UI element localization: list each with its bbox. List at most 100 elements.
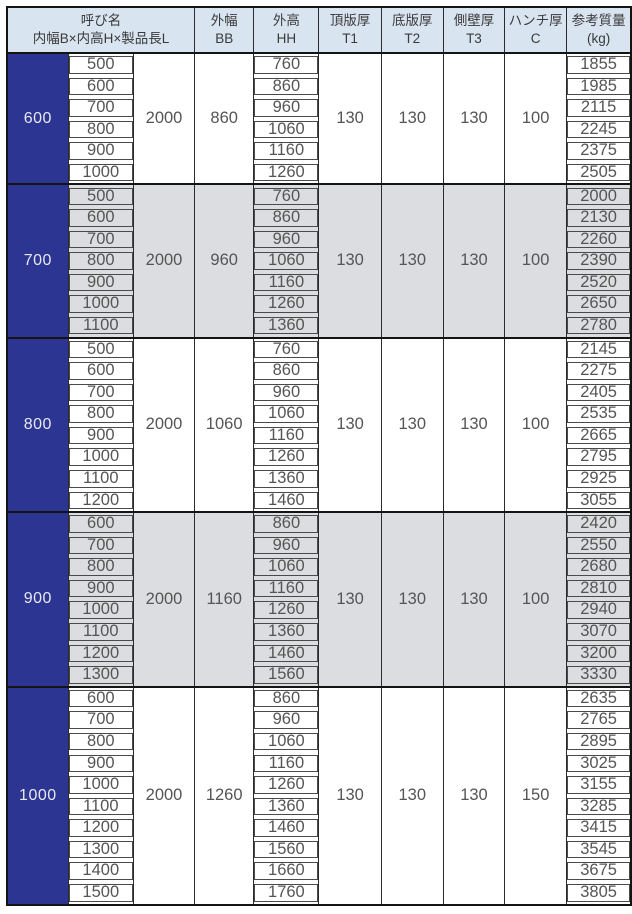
inner-height-h-cell: 900	[67, 271, 134, 294]
inner-height-h-cell: 1000	[67, 446, 134, 468]
outer-height-hh-cell-box: 760	[254, 341, 318, 359]
outer-height-hh-cell: 1260	[253, 599, 320, 622]
inner-height-h-cell: 700	[67, 228, 134, 251]
outer-height-hh-cell: 1060	[253, 118, 320, 141]
reference-mass-cell-box: 2245	[567, 121, 630, 139]
header-outer-height-symbol: HH	[276, 31, 297, 46]
inner-height-h-cell-box: 1100	[69, 317, 133, 335]
inner-height-h-cell: 900	[67, 424, 134, 447]
table-row: 1000 1260 2795	[7, 446, 632, 468]
inner-height-h-cell: 1400	[67, 860, 134, 882]
haunch-thickness-c-cell: 100	[504, 336, 568, 513]
outer-height-hh-cell-box: 1360	[254, 317, 318, 335]
outer-width-bb-cell: 1060	[194, 336, 255, 513]
reference-mass-cell: 2145	[566, 336, 632, 361]
reference-mass-cell-box: 2665	[567, 427, 630, 445]
reference-mass-cell-box: 2375	[567, 142, 630, 160]
outer-height-hh-cell: 860	[253, 360, 320, 382]
table-row: 900 1160 2810	[7, 577, 632, 600]
reference-mass-cell: 2275	[566, 360, 632, 382]
inner-height-h-cell: 1500	[67, 881, 134, 905]
reference-mass-cell: 2635	[566, 685, 632, 710]
inner-height-h-cell-box: 700	[69, 99, 133, 117]
header-side-wall-t3: 側壁厚 T3	[442, 6, 506, 54]
outer-height-hh-cell: 1260	[253, 161, 320, 185]
product-length-l-cell: 2000	[132, 51, 196, 185]
table-row: 700 960 2405	[7, 381, 632, 404]
reference-mass-cell: 3070	[566, 621, 632, 643]
outer-height-hh-cell-box: 1060	[254, 121, 318, 139]
outer-height-hh-cell: 860	[253, 685, 320, 710]
inner-height-h-cell-box: 1200	[69, 492, 133, 510]
inner-width-b-cell: 700	[6, 183, 69, 338]
table-row: 800 1060 2535	[7, 403, 632, 425]
inner-height-h-cell: 800	[67, 118, 134, 141]
reference-mass-cell-box: 2275	[567, 362, 630, 380]
inner-height-h-cell: 700	[67, 709, 134, 731]
reference-mass-cell: 1855	[566, 52, 632, 76]
reference-mass-cell-box: 3805	[567, 884, 630, 902]
outer-height-hh-cell-box: 1560	[254, 666, 318, 684]
reference-mass-cell-box: 2130	[567, 209, 630, 227]
inner-height-h-cell-box: 700	[69, 711, 133, 729]
outer-height-hh-cell-box: 1260	[254, 601, 318, 619]
header-row: 呼び名 内幅B×内高H×製品長L 外幅 BB 外高 HH 頂版厚 T1 底版厚	[6, 6, 632, 54]
inner-height-h-cell: 1000	[67, 599, 134, 622]
inner-height-h-cell: 600	[67, 685, 134, 710]
reference-mass-cell: 3200	[566, 642, 632, 665]
outer-height-hh-cell: 960	[253, 709, 320, 731]
outer-height-hh-cell-box: 1260	[254, 295, 318, 313]
outer-height-hh-cell-box: 1260	[254, 776, 318, 794]
inner-height-h-cell-box: 1400	[69, 862, 133, 880]
bottom-slab-thickness-t2-cell: 130	[380, 511, 444, 687]
header-reference-mass: 参考質量 (kg)	[566, 6, 632, 54]
table-row: 1000 1260 2940	[7, 599, 632, 622]
inner-height-h-cell-box: 600	[69, 515, 133, 533]
reference-mass-cell-box: 2795	[567, 448, 630, 466]
inner-height-h-cell-box: 500	[69, 187, 133, 205]
reference-mass-cell: 2650	[566, 293, 632, 315]
inner-height-h-cell-box: 600	[69, 78, 133, 96]
table-row: 900 600 2000 1160 860 130 130 130 100 2420	[6, 511, 632, 687]
outer-height-hh-cell-box: 760	[254, 56, 318, 74]
table-row: 700 960 2260	[7, 228, 632, 251]
inner-height-h-cell-box: 900	[69, 142, 133, 160]
spec-table: 呼び名 内幅B×内高H×製品長L 外幅 BB 外高 HH 頂版厚 T1 底版厚	[6, 6, 632, 906]
inner-height-h-cell: 800	[67, 403, 134, 425]
inner-height-h-cell: 600	[67, 360, 134, 382]
reference-mass-cell: 2665	[566, 424, 632, 447]
inner-height-h-cell-box: 700	[69, 231, 133, 249]
reference-mass-cell-box: 2520	[567, 274, 630, 292]
outer-width-bb-cell: 1260	[194, 685, 255, 905]
outer-height-hh-cell-box: 1160	[254, 142, 318, 160]
inner-width-b-cell: 800	[6, 336, 69, 513]
inner-height-h-cell-box: 1000	[69, 776, 133, 794]
product-length-l-cell: 2000	[132, 685, 196, 905]
top-slab-thickness-t1-cell: 130	[318, 51, 382, 185]
inner-height-h-cell-box: 500	[69, 341, 133, 359]
reference-mass-cell-box: 3330	[567, 666, 630, 684]
outer-height-hh-cell: 1060	[253, 556, 320, 578]
table-row: 1300 1560 3545	[7, 838, 632, 861]
table-row: 800 1060 2895	[7, 730, 632, 753]
table-row: 700 960 2550	[7, 534, 632, 557]
top-slab-thickness-t1-cell: 130	[318, 685, 382, 905]
product-length-l-cell: 2000	[132, 183, 196, 338]
inner-height-h-cell-box: 800	[69, 121, 133, 139]
table-row: 600 860 2130	[7, 207, 632, 229]
table-row: 1100 1360 2780	[7, 314, 632, 338]
header-name: 呼び名 内幅B×内高H×製品長L	[6, 6, 196, 54]
inner-height-h-cell-box: 1100	[69, 470, 133, 488]
reference-mass-cell-box: 1855	[567, 56, 630, 74]
reference-mass-cell: 2115	[566, 97, 632, 119]
reference-mass-cell: 3025	[566, 752, 632, 775]
header-bottom-slab-t2: 底版厚 T2	[380, 6, 444, 54]
inner-height-h-cell: 700	[67, 97, 134, 119]
reference-mass-cell-box: 3055	[567, 492, 630, 510]
top-slab-thickness-t1-cell: 130	[318, 336, 382, 513]
inner-height-h-cell: 800	[67, 730, 134, 753]
inner-height-h-cell: 900	[67, 140, 134, 162]
outer-height-hh-cell-box: 1760	[254, 884, 318, 902]
inner-height-h-cell: 600	[67, 75, 134, 98]
